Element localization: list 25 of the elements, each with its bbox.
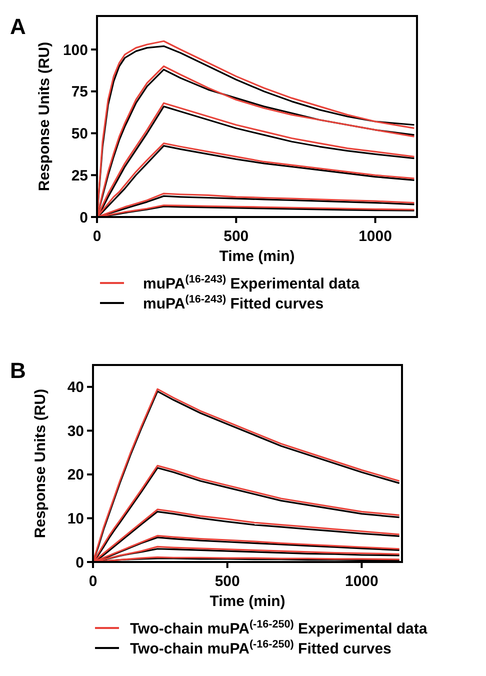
y-tick-label: 100 (62, 42, 88, 59)
y-tick-label: 40 (67, 379, 84, 396)
x-axis-title: Time (min) (219, 248, 295, 265)
legend-label: muPA$^{(16-243)}$ Fitted curves (143, 293, 324, 312)
y-axis-title: Response Units (RU) (32, 388, 49, 538)
y-tick-label: 30 (67, 422, 84, 440)
y-axis-title: Response Units (RU) (36, 42, 53, 192)
x-tick-label: 1000 (345, 573, 378, 590)
x-tick-label: 500 (214, 573, 240, 590)
legend-label: Two-chain muPA$^{(-16-250)}$ Fitted curves (130, 638, 392, 658)
x-axis-title: Time (min) (210, 593, 286, 610)
text: B (10, 358, 26, 383)
y-tick-label: 25 (71, 167, 88, 184)
legend-label: muPA$^{(16-243)}$ Experimental data (143, 273, 360, 292)
x-tick-label: 1000 (358, 228, 392, 245)
x-tick-label: 0 (92, 228, 102, 245)
y-tick-label: 0 (76, 554, 84, 572)
y-tick-label: 50 (71, 126, 88, 142)
y-tick-label: 75 (71, 84, 88, 101)
y-tick-label: 10 (67, 510, 84, 528)
y-tick-label: 0 (80, 209, 88, 226)
y-tick-label: 20 (67, 466, 84, 484)
legend-label: Two-chain muPA$^{(-16-250)}$ Experimental data (130, 618, 428, 638)
text: A (10, 14, 26, 39)
x-tick-label: 500 (224, 228, 249, 245)
